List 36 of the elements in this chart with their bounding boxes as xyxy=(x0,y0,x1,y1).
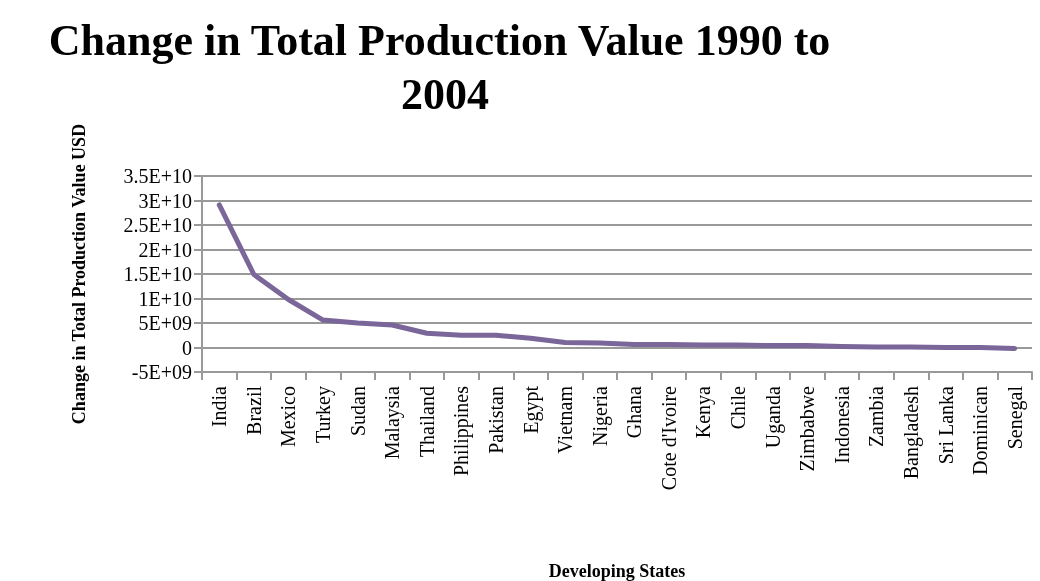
y-tick-label: 2.5E+10 xyxy=(123,214,192,236)
x-tick-label: Uganda xyxy=(761,385,785,449)
x-tick-label: Turkey xyxy=(312,386,336,444)
x-tick-label: Philippines xyxy=(450,385,474,477)
y-tick-label: 1E+10 xyxy=(138,287,192,310)
x-tick-label: Egypt xyxy=(519,385,543,434)
x-tick-label: Zimbabwe xyxy=(796,385,819,472)
y-tick-label: 0 xyxy=(182,336,192,359)
x-tick-label: Cote d'Ivoire xyxy=(657,385,680,491)
x-tick-label: Mexico xyxy=(277,386,300,448)
x-tick-label: Zambia xyxy=(865,385,888,448)
chart-title: Change in Total Production Value 1990 to 2004 xyxy=(48,15,842,119)
x-tick-label: Ghana xyxy=(623,385,646,439)
x-tick-label: Thailand xyxy=(415,386,438,458)
x-tick-label: Sri Lanka xyxy=(934,385,957,465)
y-tick-label: 1.5E+10 xyxy=(123,263,192,285)
y-tick-label: 3E+10 xyxy=(138,189,192,212)
x-axis-title: Developing States xyxy=(548,561,686,581)
x-tick-label: Sudan xyxy=(346,386,369,436)
x-tick-label: Chile xyxy=(727,385,750,430)
x-tick-label: Brazil xyxy=(242,385,265,435)
x-tick-label: Nigeria xyxy=(588,385,612,446)
x-tick-label: Dominican xyxy=(969,386,992,475)
y-tick-label: 2E+10 xyxy=(138,238,192,261)
x-tick-label: Senegal xyxy=(1003,385,1027,450)
y-tick-label: 3.5E+10 xyxy=(123,165,192,187)
x-tick-label: Vietnam xyxy=(554,385,577,454)
y-tick-label: -5E+09 xyxy=(131,361,192,383)
y-tick-label: 5E+09 xyxy=(138,312,192,334)
y-axis-title: Change in Total Production Value USD xyxy=(69,123,89,425)
x-tick-label: Pakistan xyxy=(484,386,507,454)
x-tick-label: Bangladesh xyxy=(899,386,923,480)
x-tick-label: Indonesia xyxy=(830,385,853,464)
x-tick-label: India xyxy=(208,385,231,428)
x-tick-label: Kenya xyxy=(692,385,716,439)
x-tick-label: Malaysia xyxy=(381,385,405,460)
